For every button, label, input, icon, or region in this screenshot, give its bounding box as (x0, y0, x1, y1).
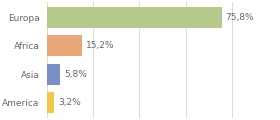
Text: 75,8%: 75,8% (225, 13, 254, 22)
Bar (47, 92, 55, 113)
Text: 15,2%: 15,2% (86, 41, 114, 50)
Bar (47, 63, 60, 85)
Text: 5,8%: 5,8% (64, 70, 87, 79)
Bar (47, 35, 82, 57)
Bar (47, 7, 222, 28)
Text: 3,2%: 3,2% (58, 98, 81, 107)
